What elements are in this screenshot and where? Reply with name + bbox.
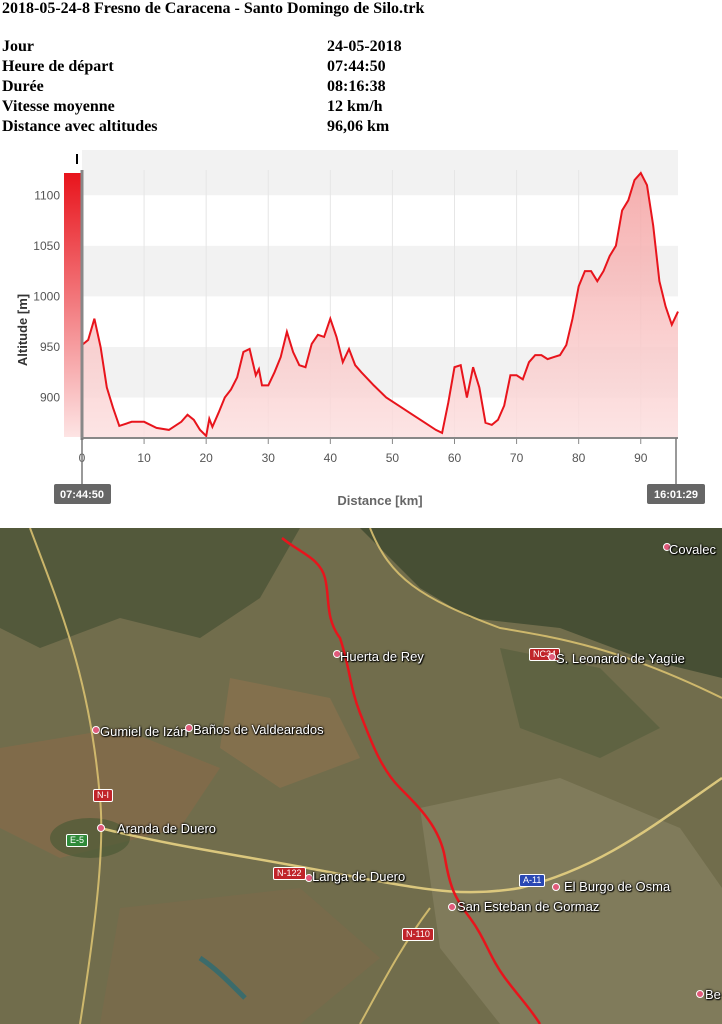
y-tick-label: 1100 bbox=[34, 188, 60, 202]
place-huerta-de-rey[interactable]: Huerta de Rey bbox=[340, 649, 424, 664]
x-tick-label: 90 bbox=[634, 451, 648, 465]
x-tick-label: 50 bbox=[386, 451, 400, 465]
grid-band bbox=[82, 150, 678, 196]
x-tick-label: 10 bbox=[137, 451, 151, 465]
place-be[interactable]: Be bbox=[705, 987, 721, 1002]
info-label: Distance avec altitudes bbox=[2, 118, 158, 135]
y-tick-label: 1050 bbox=[33, 239, 60, 253]
info-value: 08:16:38 bbox=[327, 78, 386, 95]
place-marker bbox=[333, 650, 341, 658]
road-shield-n-110: N-110 bbox=[402, 928, 434, 941]
x-tick-label: 60 bbox=[448, 451, 462, 465]
info-row-day: Jour 24-05-2018 bbox=[2, 38, 462, 58]
place-marker bbox=[696, 990, 704, 998]
route-line bbox=[281, 537, 542, 1024]
x-tick-label: 20 bbox=[199, 451, 213, 465]
y-tick-label: 900 bbox=[40, 391, 60, 405]
end-time-flag[interactable]: 16:01:29 bbox=[647, 438, 705, 504]
route-map[interactable]: Huerta de Rey NC34 S. Leonardo de Yagüe … bbox=[0, 528, 722, 1024]
y-tick-label: 1000 bbox=[33, 289, 60, 303]
info-label: Vitesse moyenne bbox=[2, 98, 115, 115]
road-shield-e5: E-5 bbox=[66, 834, 89, 847]
place-langa-de-duero[interactable]: Langa de Duero bbox=[312, 869, 406, 884]
x-tick-label: 70 bbox=[510, 451, 524, 465]
place-marker bbox=[548, 653, 556, 661]
info-value: 24-05-2018 bbox=[327, 38, 402, 55]
road-shield-n-122: N-122 bbox=[273, 867, 306, 880]
place-marker bbox=[185, 724, 193, 732]
place-marker bbox=[97, 824, 105, 832]
y-tick-labels: 900 950 1000 1050 1100 bbox=[33, 188, 60, 404]
place-covalec[interactable]: Covalec bbox=[669, 542, 716, 557]
place-marker bbox=[663, 543, 671, 551]
altitude-gradient-bar bbox=[64, 173, 81, 437]
place-san-leonardo[interactable]: S. Leonardo de Yagüe bbox=[556, 651, 685, 666]
place-marker bbox=[552, 883, 560, 891]
x-axis-label: Distance [km] bbox=[337, 493, 422, 508]
info-row-start-time: Heure de départ 07:44:50 bbox=[2, 58, 462, 78]
elevation-area bbox=[82, 173, 678, 438]
place-san-esteban-de-gormaz[interactable]: San Esteban de Gormaz bbox=[457, 899, 600, 914]
road-shield-n-i: N-I bbox=[93, 789, 113, 802]
place-gumiel-de-izan[interactable]: Gumiel de Izán bbox=[100, 724, 188, 739]
trip-info-table: Jour 24-05-2018 Heure de départ 07:44:50… bbox=[2, 38, 462, 138]
info-label: Durée bbox=[2, 78, 44, 95]
info-label: Jour bbox=[2, 38, 34, 55]
x-tick-label: 80 bbox=[572, 451, 586, 465]
y-axis-label: Altitude [m] bbox=[15, 294, 30, 366]
start-time-flag[interactable]: 07:44:50 bbox=[54, 438, 111, 504]
place-banos-de-valdearados[interactable]: Baños de Valdearados bbox=[193, 722, 324, 737]
info-value: 96,06 km bbox=[327, 118, 390, 135]
info-row-avg-speed: Vitesse moyenne 12 km/h bbox=[2, 98, 462, 118]
satellite-background bbox=[0, 528, 722, 1024]
place-aranda-de-duero[interactable]: Aranda de Duero bbox=[117, 821, 217, 836]
info-row-distance: Distance avec altitudes 96,06 km bbox=[2, 118, 462, 138]
elevation-line bbox=[81, 171, 679, 439]
info-label: Heure de départ bbox=[2, 58, 114, 75]
place-el-burgo-de-osma[interactable]: El Burgo de Osma bbox=[564, 879, 671, 894]
place-marker bbox=[448, 903, 456, 911]
x-tick-label: 30 bbox=[262, 451, 276, 465]
y-tick-label: 950 bbox=[40, 340, 60, 354]
info-row-duration: Durée 08:16:38 bbox=[2, 78, 462, 98]
road-shield-a-11: A-11 bbox=[519, 874, 546, 887]
info-value: 12 km/h bbox=[327, 98, 383, 115]
place-marker bbox=[92, 726, 100, 734]
end-time-label: 16:01:29 bbox=[654, 489, 698, 501]
place-marker bbox=[305, 874, 313, 882]
start-time-label: 07:44:50 bbox=[60, 489, 104, 501]
x-tick-label: 40 bbox=[324, 451, 338, 465]
info-value: 07:44:50 bbox=[327, 58, 386, 75]
page-title: 2018-05-24-8 Fresno de Caracena - Santo … bbox=[2, 0, 425, 17]
